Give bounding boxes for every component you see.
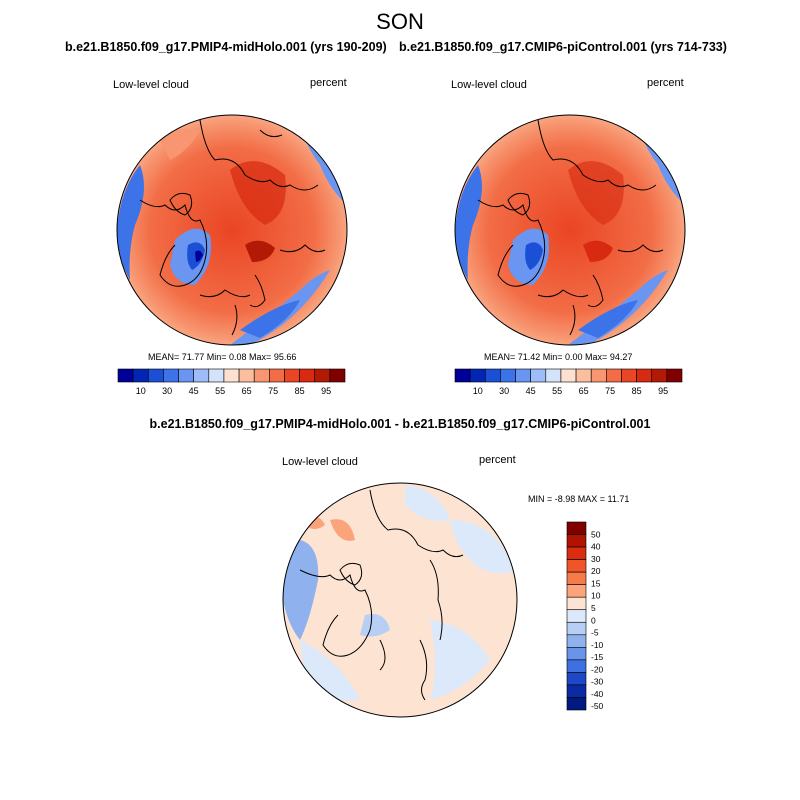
- right-colorbar-swatch: [454, 368, 471, 383]
- diff-colorbar-tick-label: 0: [591, 615, 596, 625]
- left-units-label: percent: [310, 77, 347, 89]
- left-colorbar-swatch: [193, 368, 210, 383]
- left-colorbar-tick-label: 55: [215, 386, 225, 396]
- diff-colorbar-tick-label: -5: [591, 628, 599, 638]
- left-colorbar-swatch: [178, 368, 194, 383]
- diff-colorbar-tick-label: 20: [591, 566, 601, 576]
- diff-colorbar-swatch: [566, 634, 587, 648]
- diff-colorbar-swatch: [566, 546, 587, 560]
- diff-colorbar-tick-label: -50: [591, 701, 604, 711]
- left-colorbar: 10 30 45 55 65 75 85 95: [117, 368, 346, 396]
- right-colorbar-swatch: [606, 368, 622, 383]
- diff-colorbar-swatch: [566, 596, 587, 611]
- right-colorbar-swatch: [560, 368, 577, 383]
- left-coastlines: [116, 114, 348, 346]
- right-colorbar-tick-label: 45: [526, 386, 536, 396]
- diff-colorbar-tick-label: 30: [591, 554, 601, 564]
- diff-colorbar-swatch: [566, 647, 587, 661]
- left-polar-map: [117, 115, 347, 345]
- left-colorbar-swatch: [253, 368, 270, 383]
- diff-units-label: percent: [479, 454, 516, 466]
- right-colorbar-swatch: [484, 368, 501, 383]
- left-colorbar-swatch: [117, 368, 134, 383]
- right-colorbar-tick-label: 55: [552, 386, 562, 396]
- left-colorbar-tick-label: 95: [321, 386, 331, 396]
- right-coastlines: [454, 114, 686, 346]
- diff-colorbar-tick-label: 50: [591, 529, 601, 539]
- right-colorbar-swatch: [590, 368, 607, 383]
- left-variable-label: Low-level cloud: [113, 79, 189, 91]
- left-colorbar-swatch: [238, 368, 255, 383]
- diff-colorbar-swatch: [566, 559, 587, 573]
- right-colorbar-swatch: [469, 368, 486, 383]
- diff-colorbar-tick-label: 5: [591, 603, 596, 613]
- left-colorbar-swatch: [208, 368, 225, 383]
- right-colorbar-swatch: [515, 368, 531, 383]
- left-colorbar-swatch: [314, 368, 331, 383]
- left-colorbar-tick-label: 85: [295, 386, 305, 396]
- right-colorbar-swatch: [666, 368, 683, 383]
- right-units-label: percent: [647, 77, 684, 89]
- right-colorbar-tick-label: 95: [658, 386, 668, 396]
- right-colorbar-swatch: [545, 368, 562, 383]
- left-stats: MEAN= 71.77 Min= 0.08 Max= 95.66: [148, 352, 297, 362]
- right-colorbar-swatch: [530, 368, 547, 383]
- diff-coastlines: [282, 482, 518, 718]
- right-colorbar-swatch: [621, 368, 637, 383]
- left-colorbar-swatch: [223, 368, 240, 383]
- left-panel-title: b.e21.B1850.f09_g17.PMIP4-midHolo.001 (y…: [65, 40, 387, 54]
- right-colorbar-tick-label: 65: [579, 386, 589, 396]
- right-colorbar-tick-label: 75: [605, 386, 615, 396]
- diff-colorbar-swatch: [566, 659, 587, 673]
- left-colorbar-swatch: [284, 368, 300, 383]
- diff-colorbar-tick-label: -10: [591, 640, 604, 650]
- right-colorbar-swatch: [636, 368, 653, 383]
- left-colorbar-swatch: [269, 368, 285, 383]
- left-colorbar-swatch: [147, 368, 164, 383]
- diff-colorbar-swatch: [566, 584, 587, 598]
- diff-colorbar-swatch: [566, 571, 587, 585]
- right-stats: MEAN= 71.42 Min= 0.00 Max= 94.27: [484, 352, 633, 362]
- diff-colorbar-tick-label: -30: [591, 677, 604, 687]
- right-variable-label: Low-level cloud: [451, 79, 527, 91]
- right-colorbar-tick-label: 10: [473, 386, 483, 396]
- diff-colorbar-swatch: [566, 697, 587, 711]
- diff-colorbar-swatch: [566, 521, 587, 535]
- left-colorbar-tick-label: 30: [162, 386, 172, 396]
- left-colorbar-swatch: [329, 368, 346, 383]
- diff-variable-label: Low-level cloud: [282, 456, 358, 468]
- diff-colorbar-swatch: [566, 534, 587, 548]
- right-colorbar-tick-label: 85: [632, 386, 642, 396]
- right-colorbar-swatch: [500, 368, 516, 383]
- right-colorbar: 10 30 45 55 65 75 85 95: [454, 368, 683, 396]
- diff-stats: MIN = -8.98 MAX = 11.71: [528, 494, 630, 504]
- figure-title: SON: [376, 9, 424, 34]
- diff-colorbar-tick-label: -15: [591, 652, 604, 662]
- left-colorbar-tick-label: 45: [189, 386, 199, 396]
- diff-colorbar-tick-label: 10: [591, 591, 601, 601]
- diff-colorbar-tick-label: -40: [591, 689, 604, 699]
- right-colorbar-swatch: [651, 368, 668, 383]
- right-panel-title: b.e21.B1850.f09_g17.CMIP6-piControl.001 …: [399, 40, 727, 54]
- left-colorbar-swatch: [132, 368, 149, 383]
- right-colorbar-swatch: [575, 368, 592, 383]
- right-polar-map: [455, 115, 685, 345]
- diff-colorbar-tick-label: 15: [591, 578, 601, 588]
- right-colorbar-tick-label: 30: [499, 386, 509, 396]
- left-colorbar-tick-label: 10: [136, 386, 146, 396]
- diff-colorbar-swatch: [566, 684, 587, 698]
- left-colorbar-tick-label: 75: [268, 386, 278, 396]
- diff-colorbar-swatch: [566, 609, 587, 623]
- left-colorbar-swatch: [299, 368, 316, 383]
- left-colorbar-swatch: [163, 368, 179, 383]
- diff-colorbar-swatch: [566, 672, 587, 686]
- diff-colorbar-swatch: [566, 621, 587, 636]
- diff-colorbar-tick-label: -20: [591, 664, 604, 674]
- diff-colorbar-tick-label: 40: [591, 542, 601, 552]
- diff-polar-map: [283, 483, 517, 717]
- left-colorbar-tick-label: 65: [242, 386, 252, 396]
- diff-panel-title: b.e21.B1850.f09_g17.PMIP4-midHolo.001 - …: [149, 417, 651, 431]
